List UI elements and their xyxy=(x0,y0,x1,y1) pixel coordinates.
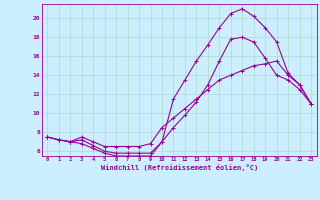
X-axis label: Windchill (Refroidissement éolien,°C): Windchill (Refroidissement éolien,°C) xyxy=(100,164,258,171)
